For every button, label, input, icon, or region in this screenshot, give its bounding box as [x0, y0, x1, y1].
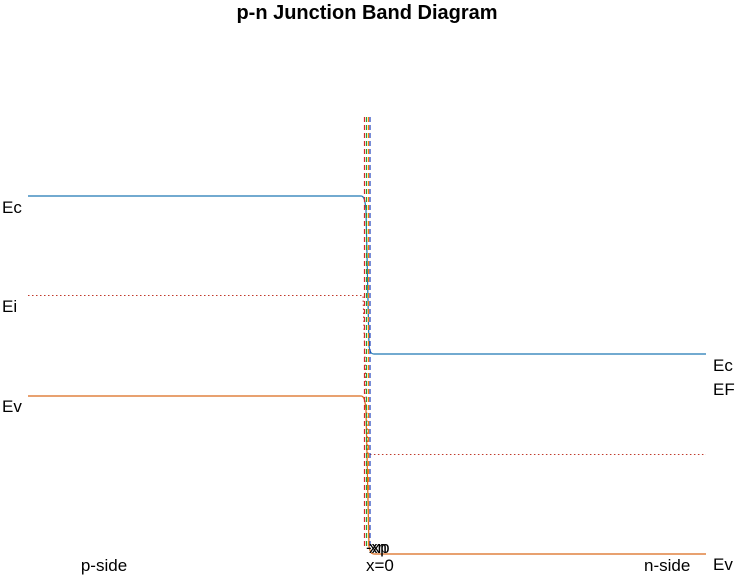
- label-left-ei: Ei: [2, 297, 17, 316]
- label-x0: x=0: [366, 556, 394, 575]
- label-xp: -xp: [366, 538, 390, 557]
- label-left-ec: Ec: [2, 198, 22, 217]
- conduction-band-line: [28, 195, 706, 355]
- label-xn: xn: [369, 538, 387, 557]
- label-p-side: p-side: [81, 556, 127, 575]
- label-n-side: n-side: [644, 556, 690, 575]
- label-left-ev: Ev: [2, 397, 22, 416]
- label-right-ev: Ev: [713, 555, 733, 574]
- valence-band-line: [28, 395, 706, 555]
- label-right-ec: Ec: [713, 356, 733, 375]
- label-right-ef: EF: [713, 380, 735, 399]
- diagram-title: p-n Junction Band Diagram: [236, 2, 497, 24]
- energy-bands: [28, 195, 706, 555]
